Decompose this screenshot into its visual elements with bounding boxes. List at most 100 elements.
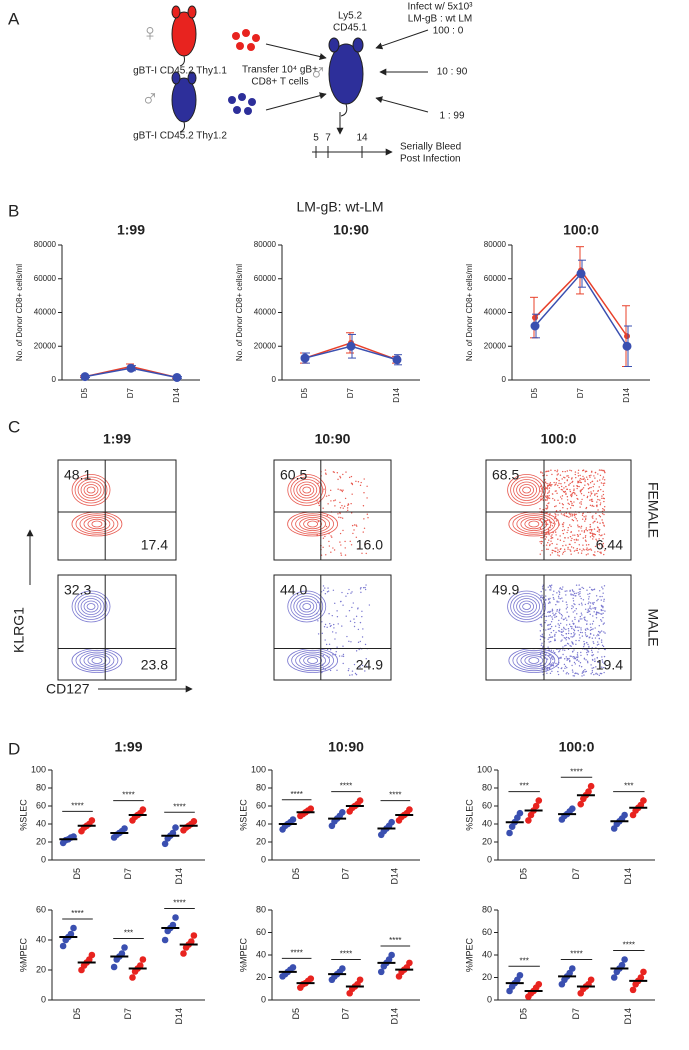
flow-event (600, 613, 602, 615)
flow-event (547, 528, 550, 531)
flow-event (572, 547, 575, 549)
y-tick-label: 80 (482, 782, 492, 792)
flow-event (562, 507, 564, 509)
flow-event (598, 529, 600, 532)
flow-event (552, 665, 555, 667)
flow-event (592, 603, 595, 605)
flow-event (572, 597, 574, 600)
flow-event (603, 622, 605, 624)
quadrant-value: 48.1 (64, 467, 91, 483)
flow-event (550, 657, 553, 659)
flow-event (595, 538, 597, 541)
y-axis-label: No. of Donor CD8+ cells/ml (465, 264, 474, 361)
contour (287, 474, 327, 506)
flow-event (540, 536, 542, 539)
flow-event (582, 671, 584, 673)
flow-event (545, 507, 547, 510)
flow-event (580, 651, 582, 654)
significance-label: **** (389, 791, 401, 800)
donor-mouse-male (171, 71, 197, 133)
flow-event (595, 607, 597, 609)
flow-event (582, 548, 585, 550)
y-tick-label: 0 (502, 375, 507, 384)
flow-event (548, 598, 550, 601)
flow-event (579, 533, 581, 536)
flow-event (545, 595, 547, 597)
contour (291, 513, 335, 535)
flow-event (556, 543, 558, 546)
flow-event (600, 604, 603, 607)
data-point (516, 971, 524, 979)
y-tick-label: 80000 (254, 240, 277, 249)
flow-event (571, 518, 574, 521)
y-tick-label: 40 (482, 818, 492, 828)
panel-label: B (8, 201, 19, 220)
flow-event (584, 479, 586, 481)
series-line (534, 272, 628, 347)
flow-event (601, 512, 604, 515)
flow-event (539, 630, 542, 632)
data-point (621, 811, 628, 819)
flow-event (574, 672, 577, 674)
data-point (307, 975, 315, 982)
quadrant-value: 24.9 (356, 657, 383, 673)
flow-event (577, 552, 580, 554)
flow-event (556, 492, 558, 495)
flow-event (574, 471, 577, 473)
point (624, 333, 630, 340)
flow-event (598, 674, 601, 677)
flow-event (550, 625, 553, 628)
flow-event (332, 654, 334, 656)
flow-event (561, 478, 563, 480)
flow-event (554, 633, 556, 636)
flow-event (575, 494, 578, 497)
data-point (406, 806, 413, 813)
flow-event (577, 629, 579, 632)
donor-label: gBT-I CD45.2 Thy1.1 (133, 66, 227, 77)
flow-event (573, 514, 576, 517)
flow-event (583, 530, 586, 532)
contour (307, 657, 319, 664)
flow-event (602, 606, 604, 609)
flow-event (582, 645, 585, 648)
flow-event (592, 515, 594, 517)
flow-event (566, 508, 569, 510)
flow-event (341, 655, 343, 657)
flow-event (570, 470, 573, 472)
flow-event (577, 524, 579, 526)
flow-event (339, 477, 342, 479)
flow-event (574, 603, 576, 606)
flow-event (368, 604, 371, 606)
flow-event (570, 515, 572, 517)
y-tick-label: 100 (251, 764, 266, 774)
flow-event (565, 628, 567, 631)
flow-event (363, 527, 366, 530)
flow-event (576, 613, 578, 615)
flow-event (573, 656, 575, 658)
flow-event (568, 638, 570, 640)
flow-event (558, 611, 560, 613)
flow-event (582, 469, 585, 471)
flow-event (571, 620, 574, 622)
data-point (180, 950, 187, 957)
flow-event (324, 593, 327, 595)
x-tick-label: D7 (340, 868, 350, 880)
quadrant-value: 60.5 (280, 467, 307, 483)
y-tick-label: 0 (52, 375, 57, 384)
flow-event (600, 551, 602, 554)
flow-event (603, 513, 605, 516)
flow-event (540, 644, 543, 647)
flow-event (366, 485, 368, 487)
flow-event (364, 670, 366, 672)
flow-event (592, 654, 595, 656)
flow-event (594, 477, 596, 479)
flow-event (601, 666, 603, 668)
flow-event (549, 597, 551, 600)
flow-event (570, 655, 572, 657)
significance-label: **** (389, 936, 401, 945)
flow-event (321, 671, 323, 674)
point (172, 372, 182, 382)
y-tick-label: 40 (36, 818, 46, 828)
flow-event (548, 601, 551, 603)
flow-event (603, 482, 606, 484)
